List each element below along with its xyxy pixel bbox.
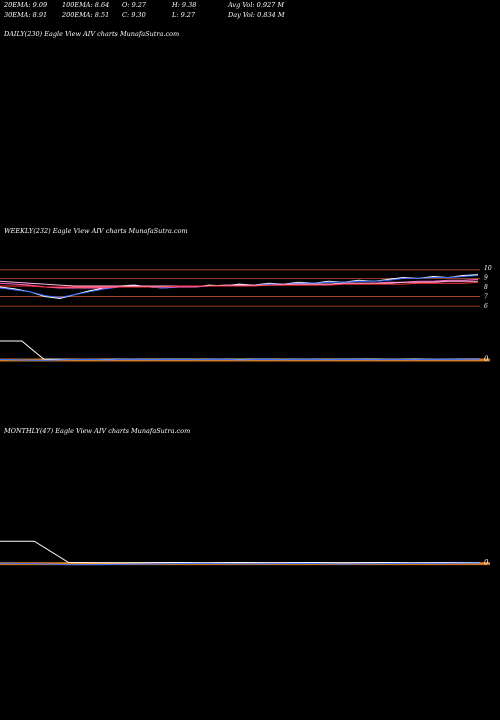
weekly-y-tick-6: 6 [484,303,488,310]
weekly-y-tick-9: 9 [484,274,488,281]
weekly-indicator-series-1 [0,358,481,361]
avg-vol-readout: Avg Vol: 0.927 M [228,1,285,9]
ema30-readout: 30EMA: 8.91 [4,11,48,19]
ema20-readout: 20EMA: 9.09 [4,1,48,9]
high-readout: H: 9.38 [172,1,197,9]
weekly-y-tick-10: 10 [484,265,492,272]
weekly-series-3 [0,280,478,287]
monthly-indicator-series-0 [0,540,480,564]
close-readout: C: 9.30 [122,11,146,19]
weekly-y-tick-8: 8 [484,284,488,291]
low-readout: L: 9.27 [172,11,196,19]
day-vol-readout: Day Vol: 0.834 M [228,11,285,19]
weekly-panel-label: WEEKLY(232) Eagle View AIV charts Munafa… [4,227,188,235]
weekly-indicator-series-0 [0,340,481,360]
weekly-series-4 [0,281,479,288]
ema200-readout: 200EMA: 8.51 [62,11,110,19]
weekly-y-tick-7: 7 [484,294,488,301]
weekly-indicator-y-tick-0: 0 [484,355,489,363]
open-readout: O: 9.27 [122,1,147,9]
monthly-indicator-y-tick-0: 0 [484,559,489,567]
daily-panel-label: DAILY(230) Eagle View AIV charts MunafaS… [4,30,180,38]
monthly-indicator-series-1 [0,562,481,566]
ema100-readout: 100EMA: 8.64 [62,1,110,9]
monthly-panel-label: MONTHLY(47) Eagle View AIV charts Munafa… [4,427,191,435]
